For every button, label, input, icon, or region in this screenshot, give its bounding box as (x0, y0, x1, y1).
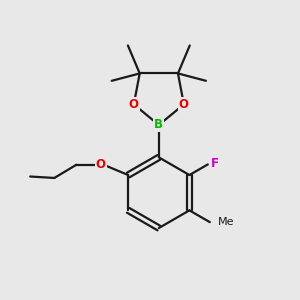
Text: B: B (154, 118, 163, 131)
Text: F: F (211, 157, 219, 170)
Text: O: O (179, 98, 189, 111)
Text: Me: Me (218, 217, 235, 227)
Text: O: O (96, 158, 106, 171)
Text: O: O (129, 98, 139, 111)
